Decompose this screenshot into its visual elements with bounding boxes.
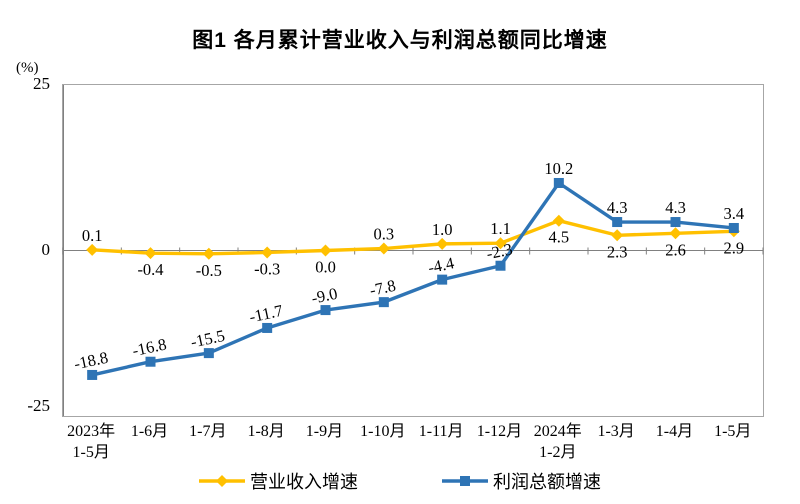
x-tick-label: 1-10月: [360, 423, 406, 440]
x-tick-label: 1-3月: [597, 423, 635, 440]
data-label: -2.3: [485, 239, 515, 263]
revenue-line-diamond-icon: [199, 475, 245, 487]
chart-legend: 营业收入增速 利润总额增速: [0, 468, 800, 494]
data-label: 10.2: [544, 159, 573, 178]
y-tick-minus25: -25: [27, 396, 50, 415]
data-label: 0.3: [374, 225, 395, 244]
data-label: 4.3: [607, 198, 628, 217]
data-label: 4.5: [549, 228, 570, 247]
data-label: 2.9: [724, 238, 745, 257]
data-label: -7.8: [368, 276, 398, 300]
data-label: 2.3: [607, 242, 628, 261]
data-label: 3.4: [724, 204, 745, 223]
x-tick-label: 1-12月: [476, 423, 523, 440]
data-label: -16.8: [131, 334, 169, 360]
data-label: 0.1: [82, 226, 103, 245]
y-axis-unit: (%): [16, 60, 39, 76]
plot-area: 0.1 -0.4 -0.5 -0.3 0.0 0.3 1.0 1.1 4.5 2.3 2.6 2.9 -…: [62, 84, 764, 417]
data-label: -11.7: [248, 301, 285, 327]
chart-title: 图1 各月累计营业收入与利润总额同比增速: [192, 29, 608, 52]
x-tick-label: 1-6月: [130, 423, 169, 440]
data-label: 2.6: [665, 240, 686, 259]
data-label: 0.0: [315, 258, 336, 277]
legend-label-revenue: 营业收入增速: [250, 472, 358, 492]
legend-item-profit: 利润总额增速: [442, 468, 601, 494]
legend-label-profit: 利润总额增速: [493, 472, 601, 492]
x-axis-labels: 2023年 1-5月 1-6月 1-7月 1-8月 1-9月 1-10月 1-11月 1-12月…: [62, 421, 762, 463]
x-tick-label: 1-9月: [305, 423, 344, 440]
data-label: 4.3: [665, 198, 686, 217]
y-tick-0: 0: [41, 240, 51, 259]
x-tick-label: 1-4月: [655, 423, 694, 440]
legend-item-revenue: 营业收入增速: [199, 468, 358, 494]
x-tick-label: 1-7月: [189, 423, 227, 440]
data-label: -0.4: [137, 260, 163, 279]
data-label: -9.0: [310, 284, 340, 308]
x-tick-label: 2024年 1-2月: [533, 423, 582, 461]
data-label: 1.1: [490, 219, 511, 238]
data-label: -18.8: [72, 348, 110, 374]
data-label: -0.3: [254, 259, 280, 278]
x-tick-label: 2023年 1-5月: [67, 423, 116, 461]
data-label: -4.4: [426, 253, 456, 277]
y-tick-25: 25: [33, 74, 50, 93]
data-label: 1.0: [432, 220, 453, 239]
x-tick-label: 1-8月: [247, 423, 285, 440]
x-tick-label: 1-5月: [714, 423, 752, 440]
data-label: -0.5: [196, 261, 222, 280]
x-tick-label: 1-11月: [418, 423, 464, 440]
line-chart-canvas: 0.1 -0.4 -0.5 -0.3 0.0 0.3 1.0 1.1 4.5 2.3 2.6 2.9 -…: [62, 85, 764, 416]
profit-line-square-icon: [442, 476, 488, 486]
